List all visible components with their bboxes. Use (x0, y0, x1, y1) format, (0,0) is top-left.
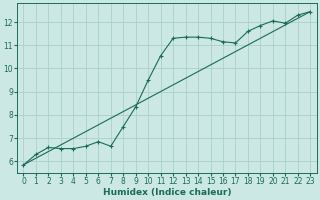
X-axis label: Humidex (Indice chaleur): Humidex (Indice chaleur) (103, 188, 231, 197)
